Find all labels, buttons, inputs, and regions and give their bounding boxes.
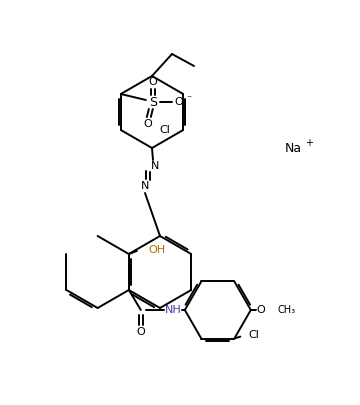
Text: NH: NH bbox=[165, 305, 181, 315]
Text: Cl: Cl bbox=[160, 125, 171, 135]
Text: O: O bbox=[143, 119, 152, 129]
Text: N: N bbox=[151, 161, 159, 171]
Text: CH₃: CH₃ bbox=[278, 305, 296, 315]
Text: ⁻: ⁻ bbox=[186, 94, 192, 104]
Text: O: O bbox=[256, 305, 265, 315]
Text: O: O bbox=[175, 97, 183, 107]
Text: Cl: Cl bbox=[248, 330, 259, 339]
Text: O: O bbox=[148, 77, 157, 87]
Text: OH: OH bbox=[149, 245, 166, 255]
Text: +: + bbox=[305, 138, 313, 148]
Text: N: N bbox=[141, 181, 149, 191]
Text: S: S bbox=[149, 96, 157, 109]
Text: O: O bbox=[136, 327, 145, 337]
Text: Na: Na bbox=[285, 141, 302, 154]
